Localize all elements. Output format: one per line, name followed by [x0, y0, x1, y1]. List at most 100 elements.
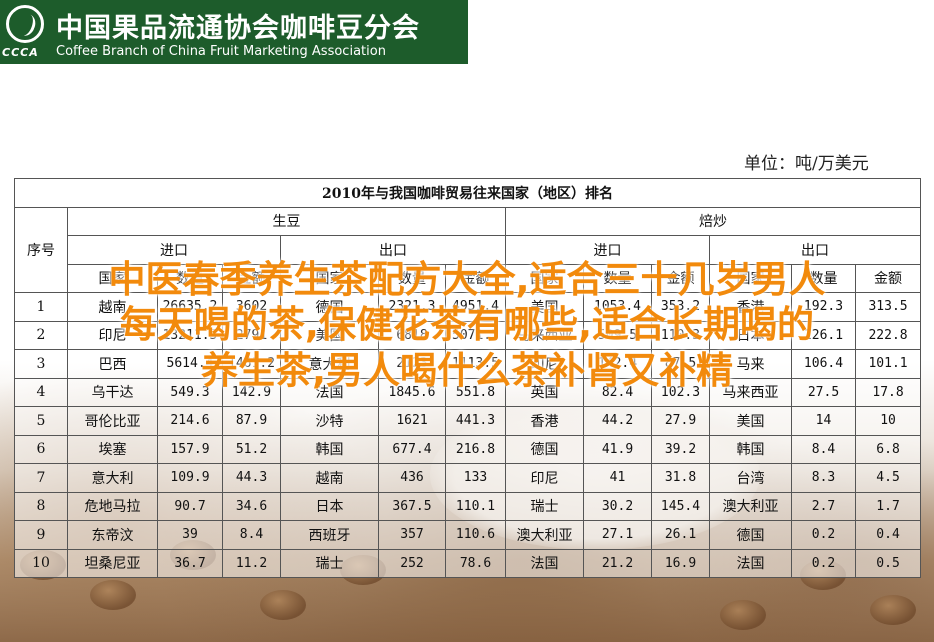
overlay-headline-line-3: 养生茶,男人喝什么茶补肾又补精: [200, 349, 734, 392]
cell-roasted-export-country: 台湾: [709, 463, 792, 493]
cell-raw-export-country: 韩国: [280, 434, 379, 464]
cell-roasted-import-country: 澳大利亚: [505, 520, 584, 550]
cell-roasted-import-qty: 44.2: [583, 406, 652, 436]
cell-roasted-import-value: 353.2: [651, 292, 710, 322]
cell-raw-import-country: 埃塞: [67, 434, 158, 464]
cell-roasted-import-qty: 30.2: [583, 491, 652, 521]
cell-raw-import-value: 2791: [222, 320, 281, 350]
cell-seq: 5: [14, 406, 68, 436]
cell-raw-import-qty: 13211.5: [157, 320, 223, 350]
cell-raw-import-value: 142.9: [222, 377, 281, 407]
cell-roasted-import-country: 香港: [505, 406, 584, 436]
cell-roasted-import-value: 102.3: [651, 377, 710, 407]
cell-raw-import-country: 巴西: [67, 349, 158, 379]
cell-raw-import-qty: 39: [157, 520, 223, 550]
cell-roasted-import-value: 16.9: [651, 548, 710, 578]
cell-raw-export-qty: 436: [378, 463, 446, 493]
cell-roasted-export-qty: 0.2: [791, 520, 856, 550]
cell-roasted-import-country: 马来西亚: [505, 320, 584, 350]
unit-label: 单位：吨/万美元: [744, 154, 869, 174]
table-row: 3 巴西 5614.4 1461.2 意大利 2123 1113.5 印尼 142.4 87.5 马…: [14, 349, 922, 379]
cell-roasted-import-country: 德国: [505, 434, 584, 464]
cell-raw-import-country: 哥伦比亚: [67, 406, 158, 436]
cell-raw-export-value: 216.8: [445, 434, 506, 464]
cell-seq: 7: [14, 463, 68, 493]
cell-raw-export-value: 5071.3: [445, 320, 506, 350]
cell-roasted-export-value: 0.4: [854, 520, 922, 550]
cell-roasted-export-country: 香港: [709, 292, 792, 322]
col-header-country: 国家: [505, 263, 584, 293]
cell-raw-import-qty: 5614.4: [157, 349, 223, 379]
cell-raw-export-qty: 1845.6: [378, 377, 446, 407]
trade-ranking-table: 2010年与我国咖啡贸易往来国家（地区）排名 序号 生豆 焙炒 进口 出口 进口…: [13, 178, 922, 578]
col-header-qty: 数量: [583, 263, 652, 293]
cell-raw-import-value: 1461.2: [222, 349, 281, 379]
table-row: 10 坦桑尼亚 36.7 11.2 瑞士 252 78.6 法国 21.2 16.9 法国 0.2 0.…: [14, 548, 922, 578]
cell-roasted-import-qty: 21.2: [583, 548, 652, 578]
cell-raw-export-qty: 2321.3: [378, 292, 446, 322]
cell-raw-export-value: 441.3: [445, 406, 506, 436]
cell-raw-export-value: 551.8: [445, 377, 506, 407]
cell-roasted-export-country: 日本: [709, 320, 792, 350]
cell-raw-export-qty: 2123: [378, 349, 446, 379]
cell-raw-import-country: 坦桑尼亚: [67, 548, 158, 578]
table-title: 2010年与我国咖啡贸易往来国家（地区）排名: [13, 178, 922, 208]
cell-raw-export-value: 133: [445, 463, 506, 493]
cell-raw-import-qty: 36.7: [157, 548, 223, 578]
cell-raw-import-country: 越南: [67, 292, 158, 322]
cell-raw-import-value: 11.2: [222, 548, 281, 578]
cell-roasted-import-qty: 41: [583, 463, 652, 493]
cell-roasted-export-country: 美国: [709, 406, 792, 436]
cell-raw-import-country: 东帝汶: [67, 520, 158, 550]
table-body: 1 越南 26635.2 3602 德国 2321.3 4951.4 美国 1053.4 353.…: [14, 292, 922, 578]
cell-raw-export-qty: 367.5: [378, 491, 446, 521]
cell-roasted-export-country: 法国: [709, 548, 792, 578]
cell-roasted-import-value: 145.4: [651, 491, 710, 521]
cell-raw-export-country: 意大利: [280, 349, 379, 379]
cell-roasted-import-qty: 27.1: [583, 520, 652, 550]
ccca-logo-icon: [6, 5, 44, 43]
cell-roasted-import-qty: 82.4: [583, 377, 652, 407]
table-row: 9 东帝汶 39 8.4 西班牙 357 110.6 澳大利亚 27.1 26.1 德国 0.2 0.4: [14, 520, 922, 550]
cell-roasted-export-country: 德国: [709, 520, 792, 550]
cell-roasted-export-value: 0.5: [854, 548, 922, 578]
cell-roasted-export-country: 韩国: [709, 434, 792, 464]
col-header-qty: 数量: [157, 263, 223, 293]
col-header-value: 金额: [854, 263, 922, 293]
cell-roasted-import-country: 瑞士: [505, 491, 584, 521]
cell-roasted-import-value: 27.9: [651, 406, 710, 436]
cell-roasted-import-country: 印尼: [505, 463, 584, 493]
raw-export-header: 出口: [280, 235, 506, 265]
cell-raw-export-qty: 252: [378, 548, 446, 578]
table-row: 4 乌干达 549.3 142.9 法国 1845.6 551.8 英国 82.4 102.3 马来…: [14, 377, 922, 407]
cell-roasted-import-qty: 41.9: [583, 434, 652, 464]
col-header-country: 国家: [67, 263, 158, 293]
cell-raw-export-value: 110.1: [445, 491, 506, 521]
table-row: 2 印尼 13211.5 2791 美国 6818 5071.3 马来西亚 509.5 110.3…: [14, 320, 922, 350]
roasted-export-header: 出口: [708, 235, 922, 265]
cell-raw-export-country: 沙特: [280, 406, 379, 436]
cell-roasted-import-qty: 509.5: [583, 320, 652, 350]
overlay-headline-line-1: 中医春季养生茶配方大全,适合三十几岁男人: [108, 258, 826, 301]
table-row: 7 意大利 109.9 44.3 越南 436 133 印尼 41 31.8 台湾 8.3 4.5: [14, 463, 922, 493]
cell-raw-import-value: 51.2: [222, 434, 281, 464]
org-name-english: Coffee Branch of China Fruit Marketing A…: [56, 44, 386, 59]
cell-roasted-export-value: 101.1: [854, 349, 922, 379]
org-header-banner: CCCA 中国果品流通协会咖啡豆分会 Coffee Branch of Chin…: [0, 0, 468, 64]
col-header-value: 金额: [222, 263, 281, 293]
cell-raw-import-value: 8.4: [222, 520, 281, 550]
cell-roasted-import-qty: 142.4: [583, 349, 652, 379]
cell-raw-export-value: 110.6: [445, 520, 506, 550]
cell-raw-import-value: 87.9: [222, 406, 281, 436]
cell-seq: 8: [14, 491, 68, 521]
cell-raw-export-value: 78.6: [445, 548, 506, 578]
cell-raw-import-value: 3602: [222, 292, 281, 322]
cell-raw-export-qty: 677.4: [378, 434, 446, 464]
cell-roasted-export-country: 澳大利亚: [709, 491, 792, 521]
cell-roasted-import-country: 英国: [505, 377, 584, 407]
roasted-import-header: 进口: [505, 235, 710, 265]
cell-raw-export-country: 美国: [280, 320, 379, 350]
cell-roasted-export-value: 4.5: [854, 463, 922, 493]
cell-roasted-export-value: 10: [854, 406, 922, 436]
table-row: 8 危地马拉 90.7 34.6 日本 367.5 110.1 瑞士 30.2 145.4 澳大利亚…: [14, 491, 922, 521]
